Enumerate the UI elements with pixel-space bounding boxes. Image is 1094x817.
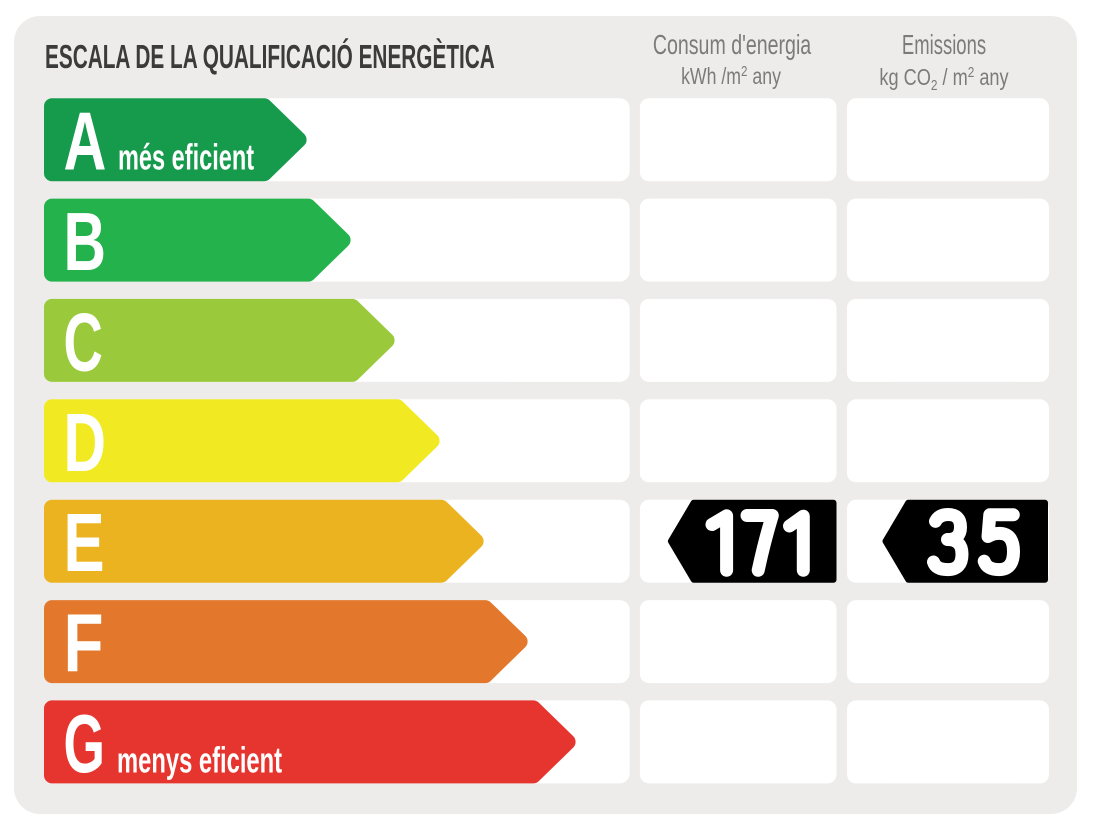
svg-text:G: G [64,697,105,790]
svg-text:ESCALA DE LA QUALIFICACIÓ ENER: ESCALA DE LA QUALIFICACIÓ ENERGÈTICA [45,38,495,75]
svg-text:D: D [64,397,106,489]
svg-text:més eficient: més eficient [118,138,254,178]
svg-text:menys eficient: menys eficient [117,741,282,781]
svg-text:F: F [64,596,104,689]
svg-text:B: B [64,196,106,288]
svg-text:Emissions: Emissions [902,30,986,61]
svg-text:E: E [64,497,105,589]
svg-text:kg CO2 / m2 any: kg CO2 / m2 any [879,64,1009,94]
svg-text:A: A [64,96,107,188]
svg-text:C: C [64,295,103,388]
svg-text:Consum d'energia: Consum d'energia [653,30,812,61]
svg-text:kWh /m2 any: kWh /m2 any [681,63,782,90]
